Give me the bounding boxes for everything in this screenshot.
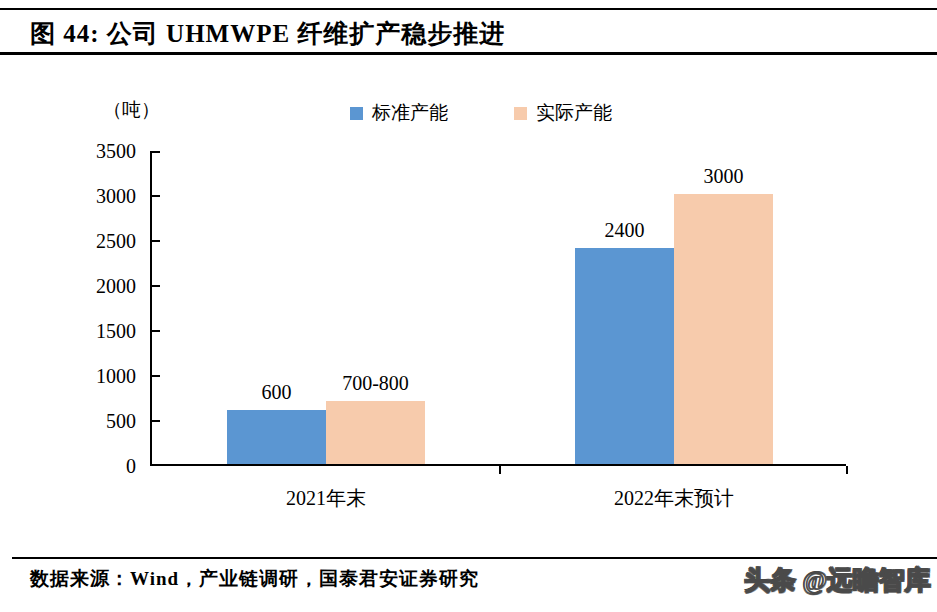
bar-value-label-实际产能-2021年末: 700-800 [286, 372, 465, 394]
x-category-label-2022年末预计: 2022年末预计 [500, 485, 848, 512]
bar-标准产能-2021年末 [227, 410, 326, 464]
y-tick-label-2000: 2000 [72, 275, 136, 297]
y-tick-label-3000: 3000 [72, 185, 136, 207]
y-tick-mark-2000 [152, 285, 160, 287]
bar-实际产能-2021年末 [326, 401, 425, 464]
chart-legend: 标准产能 实际产能 [350, 100, 612, 126]
legend-label: 实际产能 [536, 100, 612, 126]
legend-label: 标准产能 [372, 100, 448, 126]
y-tick-mark-1500 [152, 330, 160, 332]
bar-实际产能-2022年末预计 [674, 194, 773, 464]
y-tick-mark-2500 [152, 240, 160, 242]
y-tick-label-0: 0 [72, 455, 136, 477]
x-tick-mark-2 [846, 466, 848, 474]
y-tick-label-3500: 3500 [72, 140, 136, 162]
bar-标准产能-2022年末预计 [575, 248, 674, 464]
plot-area: 0500100015002000250030003500600700-80020… [150, 151, 846, 466]
y-tick-label-500: 500 [72, 410, 136, 432]
y-tick-label-2500: 2500 [72, 230, 136, 252]
legend-swatch-icon [350, 107, 363, 120]
watermark-text: 头条 @远瞻智库 [744, 563, 931, 598]
data-source-text: 数据来源：Wind，产业链调研，国泰君安证券研究 [30, 566, 479, 592]
y-tick-mark-3000 [152, 195, 160, 197]
figure-page: 图 44: 公司 UHMWPE 纤维扩产稳步推进 （吨） 标准产能实际产能 05… [0, 0, 937, 612]
legend-swatch-icon [514, 107, 527, 120]
footer-divider [12, 557, 937, 559]
top-divider [0, 8, 937, 10]
y-tick-mark-500 [152, 420, 160, 422]
figure-title: 图 44: 公司 UHMWPE 纤维扩产稳步推进 [30, 17, 505, 50]
y-tick-mark-1000 [152, 375, 160, 377]
legend-item-实际产能: 实际产能 [514, 100, 612, 126]
y-axis-unit-label: （吨） [103, 97, 160, 123]
title-divider [0, 52, 937, 55]
legend-item-标准产能: 标准产能 [350, 100, 448, 126]
y-tick-label-1500: 1500 [72, 320, 136, 342]
y-tick-label-1000: 1000 [72, 365, 136, 387]
y-tick-mark-3500 [152, 151, 160, 153]
x-category-label-2021年末: 2021年末 [152, 485, 500, 512]
x-tick-mark-1 [499, 466, 501, 474]
bar-value-label-实际产能-2022年末预计: 3000 [634, 165, 813, 187]
